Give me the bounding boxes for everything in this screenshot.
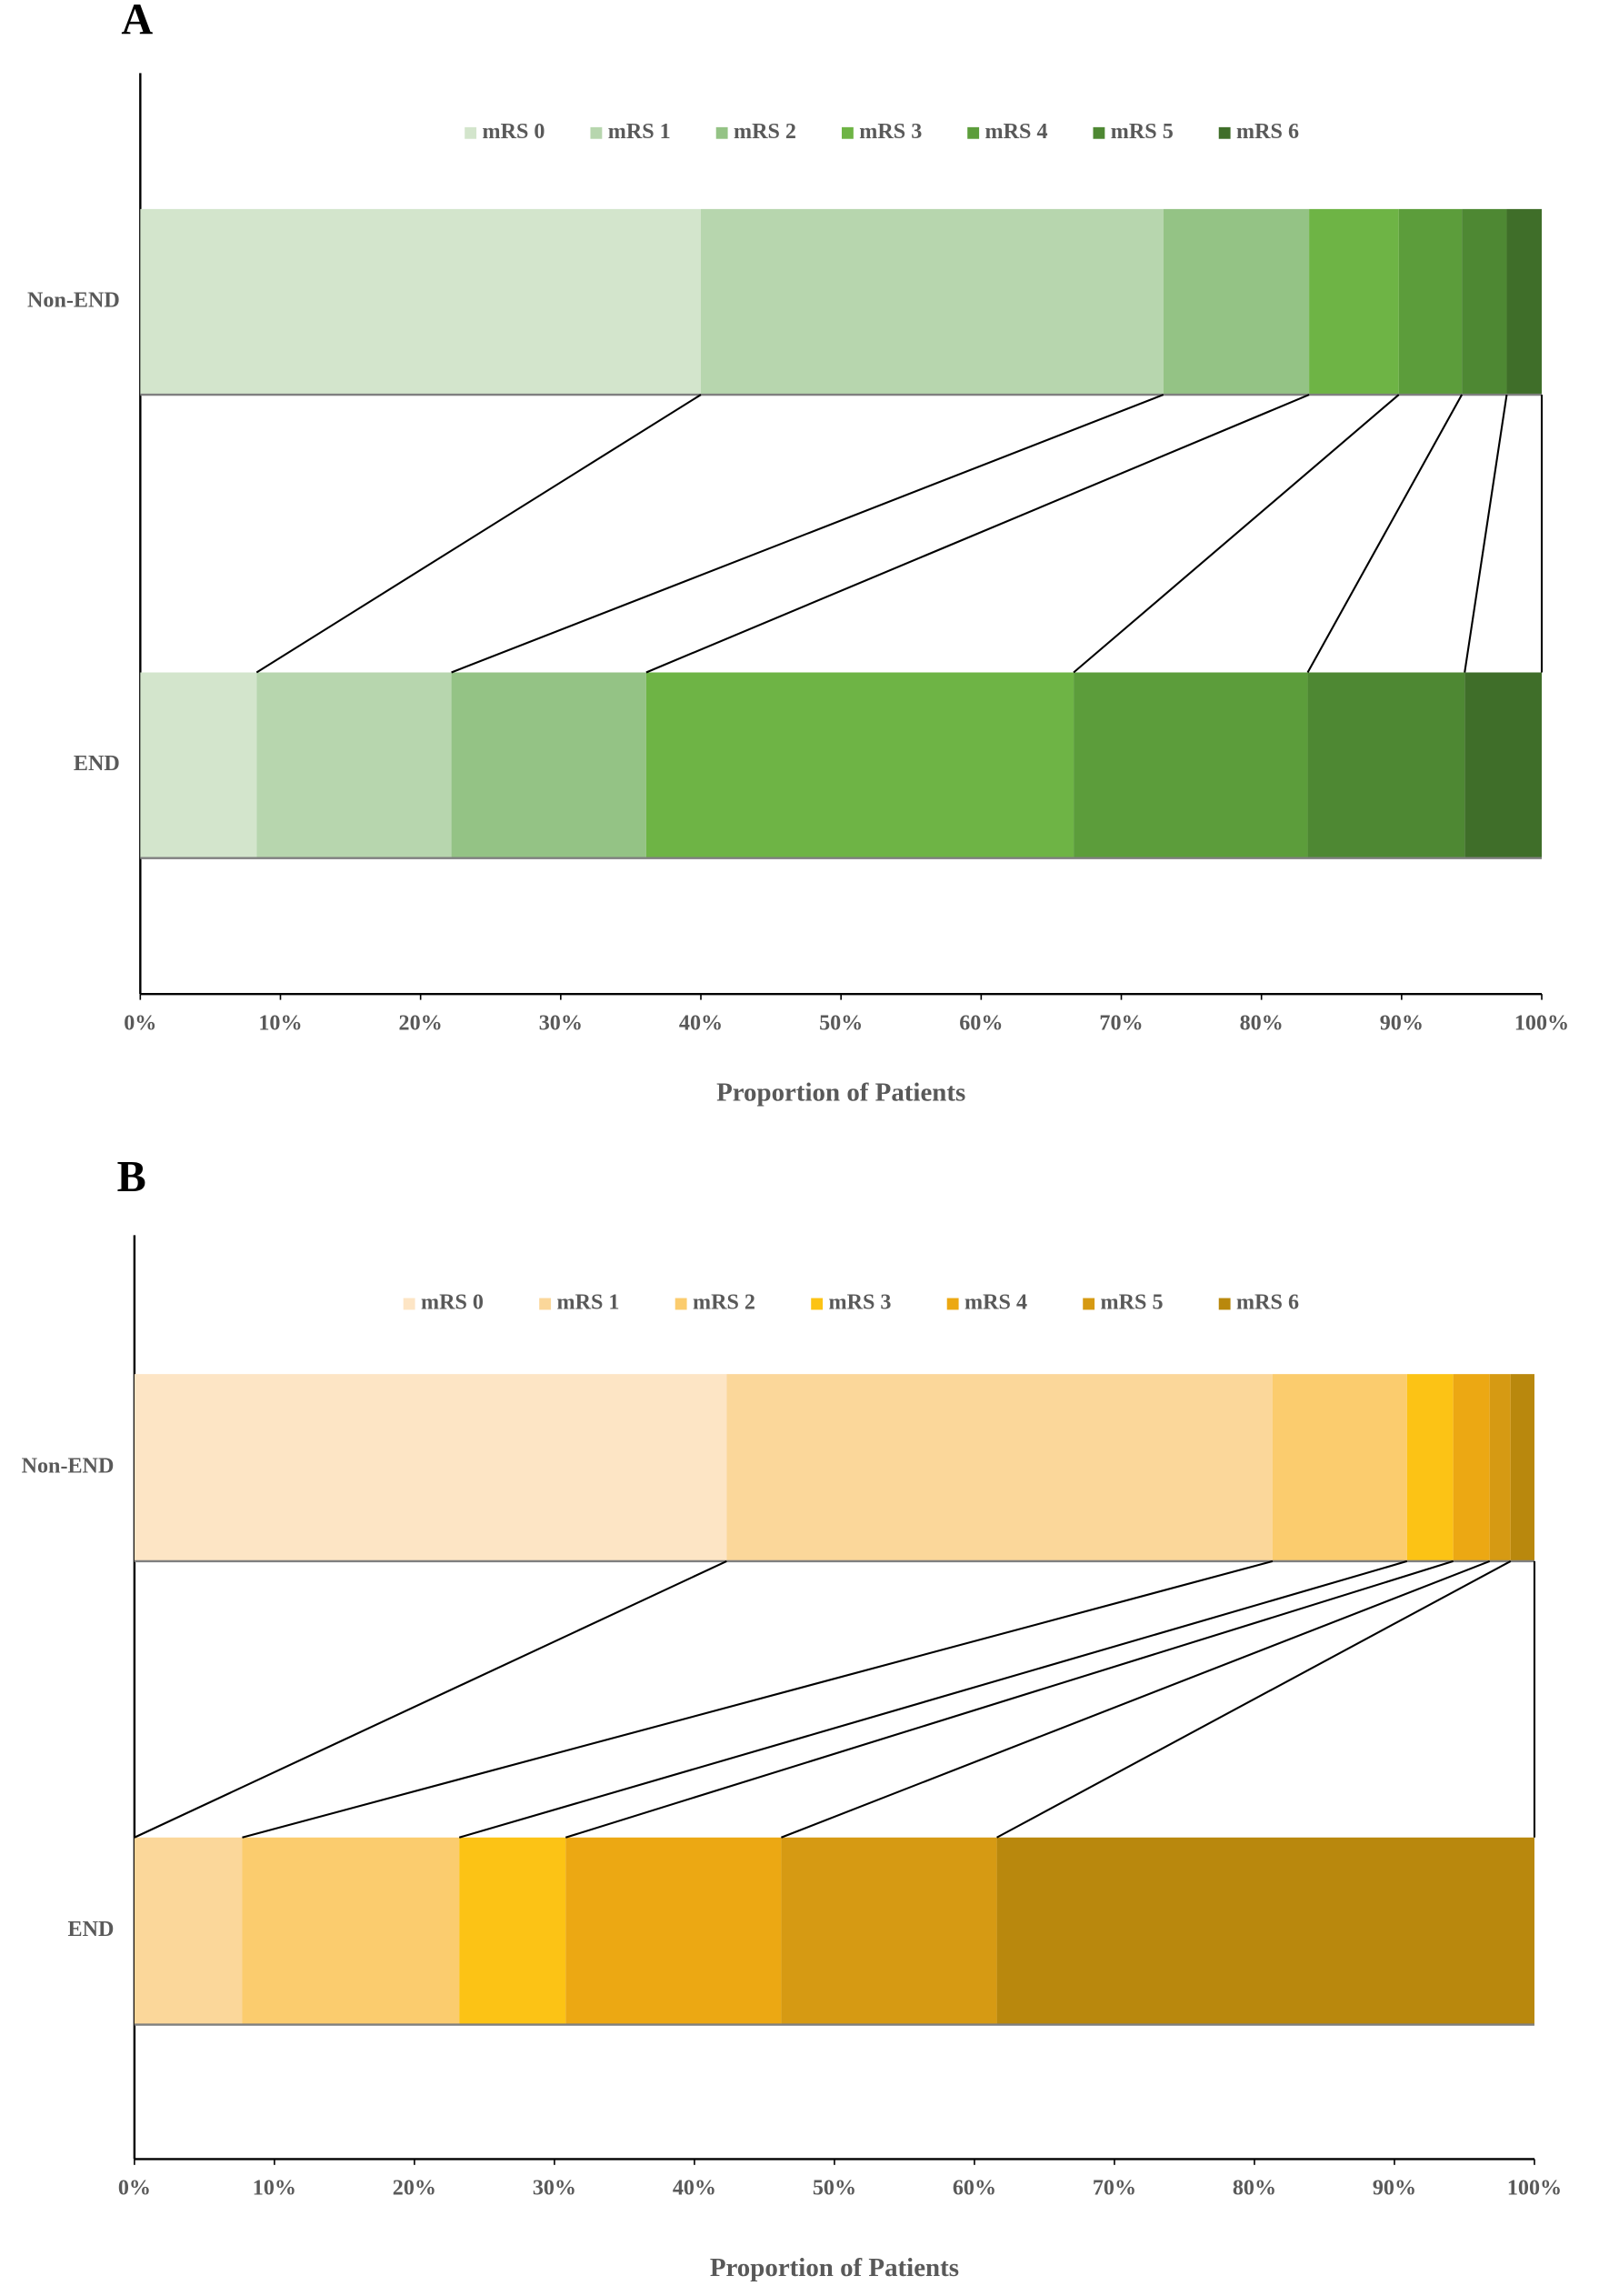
bar-segment xyxy=(1406,1374,1454,1561)
x-axis-label: Proportion of Patients xyxy=(716,1078,965,1108)
bar-segment xyxy=(242,1837,460,2025)
legend-swatch xyxy=(967,126,980,139)
y-tick-label: END xyxy=(74,752,120,776)
legend-label: mRS 1 xyxy=(556,1291,619,1315)
x-tick-label: 100% xyxy=(1507,2177,1562,2201)
y-tick-label: Non-END xyxy=(22,1455,115,1479)
connector xyxy=(565,1559,1454,1839)
bar-segment xyxy=(451,672,646,858)
x-tick-label: 80% xyxy=(1233,2177,1276,2201)
bar-segment xyxy=(1272,1374,1407,1561)
legend-label: mRS 3 xyxy=(859,120,922,144)
bar-segment xyxy=(1309,208,1399,396)
x-tick-label: 20% xyxy=(393,2177,436,2201)
x-tick-label: 30% xyxy=(533,2177,576,2201)
x-tick-label: 30% xyxy=(539,1011,583,1035)
legend-label: mRS 2 xyxy=(693,1291,755,1315)
legend-label: mRS 2 xyxy=(734,120,796,144)
x-tick-label: 50% xyxy=(813,2177,856,2201)
legend-label: mRS 0 xyxy=(421,1291,484,1315)
legend-swatch xyxy=(715,126,728,139)
x-tick-label: 60% xyxy=(959,1011,1003,1035)
connector xyxy=(451,394,1164,674)
legend-swatch xyxy=(811,1298,824,1310)
legend-swatch xyxy=(403,1298,415,1310)
legend-label: mRS 0 xyxy=(483,120,545,144)
x-tick-label: 100% xyxy=(1514,1011,1569,1035)
legend-label: mRS 3 xyxy=(829,1291,892,1315)
panel-label: A xyxy=(121,0,153,44)
bar-segment xyxy=(1163,208,1310,396)
connector xyxy=(1306,394,1464,674)
bar-segment xyxy=(1462,208,1507,396)
legend-swatch xyxy=(675,1298,687,1310)
bar-segment xyxy=(256,672,452,858)
legend-swatch xyxy=(539,1298,552,1310)
legend-swatch xyxy=(1083,1298,1095,1310)
x-tick-label: 90% xyxy=(1373,2177,1416,2201)
bar-segment xyxy=(1453,1374,1490,1561)
connector xyxy=(134,1559,727,1839)
bar-segment xyxy=(781,1837,997,2025)
legend-label: mRS 4 xyxy=(964,1291,1027,1315)
bar-segment xyxy=(1506,208,1543,396)
bar-segment xyxy=(134,1837,243,2025)
x-tick-label: 80% xyxy=(1240,1011,1284,1035)
x-tick-label: 90% xyxy=(1380,1011,1424,1035)
bar-segment xyxy=(645,672,1074,858)
legend-swatch xyxy=(1218,126,1231,139)
y-tick-label: END xyxy=(67,1918,114,1941)
x-tick-label: 70% xyxy=(1093,2177,1136,2201)
legend-label: mRS 5 xyxy=(1111,120,1174,144)
x-tick-label: 20% xyxy=(399,1011,443,1035)
bar-segment xyxy=(726,1374,1273,1561)
bar-segment xyxy=(1510,1374,1534,1561)
connector xyxy=(1073,394,1400,674)
legend-swatch xyxy=(1093,126,1105,139)
figure-body: A 0% 10% 20% 30% 40% 50% 60% 70% 80% 90% 100% Propor… xyxy=(22,0,1570,2282)
x-tick-label: 40% xyxy=(679,1011,723,1035)
x-tick-label: 60% xyxy=(953,2177,996,2201)
connector xyxy=(1464,394,1508,673)
bar-segment xyxy=(1489,1374,1511,1561)
legend-swatch xyxy=(841,126,854,139)
connector xyxy=(242,1559,1274,1839)
legend-swatch xyxy=(946,1298,959,1310)
x-tick-label: 50% xyxy=(819,1011,863,1035)
bar-segment xyxy=(134,1374,727,1561)
legend-swatch xyxy=(1218,1298,1231,1310)
bar-segment xyxy=(459,1837,566,2025)
legend-swatch xyxy=(590,126,603,139)
x-tick-label: 10% xyxy=(253,2177,296,2201)
bar-segment xyxy=(996,1837,1534,2025)
bar-segment xyxy=(1307,672,1465,858)
x-tick-label: 0% xyxy=(118,2177,151,2201)
bar-segment xyxy=(1398,208,1463,396)
connector xyxy=(458,1559,1408,1839)
legend-label: mRS 6 xyxy=(1236,1291,1299,1315)
x-axis-label: Proportion of Patients xyxy=(710,2253,959,2282)
x-tick-label: 10% xyxy=(258,1011,302,1035)
x-tick-label: 0% xyxy=(124,1011,156,1035)
legend-label: mRS 1 xyxy=(608,120,671,144)
bar-segment xyxy=(140,672,257,858)
y-tick-label: Non-END xyxy=(27,289,120,313)
bar-segment xyxy=(701,208,1164,396)
x-tick-label: 40% xyxy=(673,2177,716,2201)
legend-label: mRS 6 xyxy=(1236,120,1299,144)
bar-segment xyxy=(1464,672,1543,858)
legend-label: mRS 4 xyxy=(985,120,1048,144)
legend-label: mRS 5 xyxy=(1101,1291,1164,1315)
connector xyxy=(645,394,1310,674)
bar-segment xyxy=(140,208,702,396)
connector xyxy=(255,394,702,674)
legend-swatch xyxy=(465,126,477,139)
x-tick-label: 70% xyxy=(1099,1011,1143,1035)
bar-segment xyxy=(565,1837,782,2025)
bar-segment xyxy=(1074,672,1308,858)
connector xyxy=(781,1559,1491,1839)
connector xyxy=(996,1559,1512,1839)
panel-label: B xyxy=(117,1153,146,1201)
